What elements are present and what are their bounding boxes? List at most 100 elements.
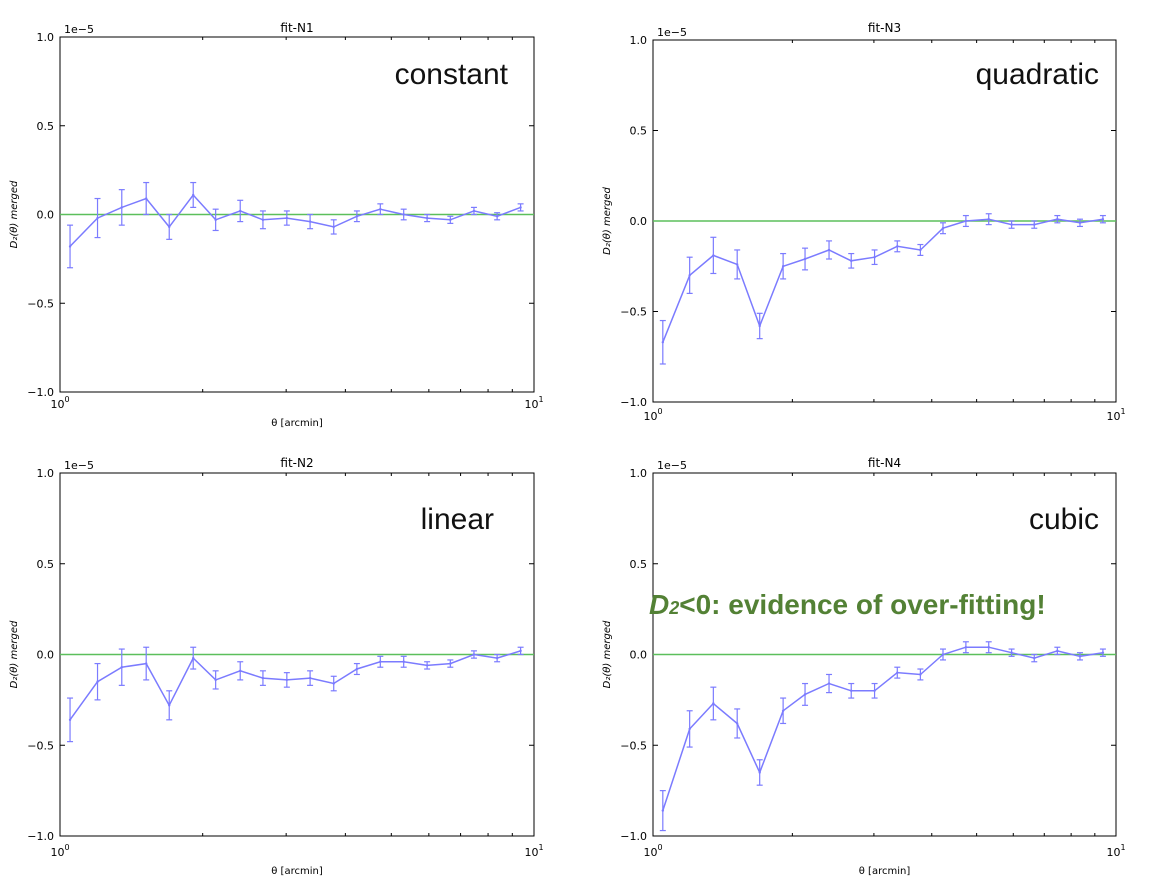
data-point bbox=[758, 324, 761, 328]
data-point bbox=[402, 213, 405, 216]
y-axis-label: D₂(θ) merged bbox=[602, 620, 613, 688]
data-point bbox=[332, 225, 335, 229]
y-tick-label: −0.5 bbox=[27, 297, 54, 310]
model-label: quadratic bbox=[976, 58, 1099, 91]
y-tick-label: 1.0 bbox=[37, 31, 55, 44]
y-tick-label: 0.0 bbox=[37, 649, 55, 662]
data-point bbox=[192, 193, 195, 197]
data-point bbox=[285, 678, 289, 682]
data-point bbox=[941, 653, 945, 656]
y-tick-label: 1.0 bbox=[630, 467, 648, 480]
y-tick-label: 0.0 bbox=[37, 209, 55, 222]
exponent-label: 1e−5 bbox=[64, 23, 94, 36]
data-point bbox=[308, 676, 312, 680]
data-point bbox=[96, 216, 99, 220]
data-point bbox=[1010, 223, 1013, 226]
data-point bbox=[803, 257, 807, 261]
x-tick-label: 101 bbox=[524, 843, 543, 859]
y-axis-label: D₂(θ) merged bbox=[9, 620, 20, 688]
exponent-label: 1e−5 bbox=[657, 26, 687, 39]
data-point bbox=[214, 218, 217, 222]
data-point bbox=[355, 667, 359, 671]
data-point bbox=[987, 646, 990, 649]
x-tick-label: 100 bbox=[643, 407, 662, 423]
series-line bbox=[69, 650, 521, 721]
model-label: cubic bbox=[1029, 503, 1099, 536]
chart-title: fit-N1 bbox=[280, 21, 313, 35]
chart-title: fit-N3 bbox=[868, 21, 901, 35]
data-point bbox=[873, 256, 876, 259]
series-line bbox=[662, 646, 1104, 811]
x-tick-label: 101 bbox=[524, 395, 543, 411]
data-point bbox=[96, 680, 99, 683]
model-label: constant bbox=[395, 58, 509, 91]
data-point bbox=[239, 209, 242, 213]
y-tick-label: 0.5 bbox=[630, 125, 648, 138]
data-point bbox=[355, 215, 359, 218]
data-point bbox=[803, 693, 807, 696]
note-text: <0: evidence of over-fitting! bbox=[679, 589, 1046, 620]
data-point bbox=[1033, 223, 1036, 226]
data-point bbox=[735, 722, 739, 725]
data-point bbox=[192, 656, 195, 660]
y-tick-label: −1.0 bbox=[620, 830, 647, 843]
y-tick-label: 1.0 bbox=[37, 467, 55, 480]
y-tick-label: −0.5 bbox=[620, 306, 647, 319]
data-point bbox=[168, 704, 171, 707]
y-tick-label: −1.0 bbox=[620, 396, 647, 409]
data-point bbox=[712, 702, 715, 705]
data-point bbox=[68, 718, 72, 722]
data-point bbox=[425, 664, 429, 667]
data-point bbox=[379, 660, 382, 663]
overfitting-note: D2<0: evidence of over-fitting! bbox=[649, 585, 1164, 625]
data-point bbox=[987, 217, 990, 221]
y-tick-label: −1.0 bbox=[27, 386, 54, 399]
data-point bbox=[495, 215, 499, 218]
y-tick-label: 0.5 bbox=[37, 558, 55, 571]
data-point bbox=[144, 662, 148, 665]
data-point bbox=[850, 259, 853, 263]
data-point bbox=[1101, 217, 1105, 221]
x-axis-label: θ [arcmin] bbox=[271, 418, 323, 429]
data-point bbox=[1101, 651, 1105, 654]
data-point bbox=[1078, 655, 1082, 658]
data-point bbox=[661, 809, 665, 812]
data-point bbox=[1056, 649, 1059, 653]
data-point bbox=[781, 709, 785, 712]
note-subscript: 2 bbox=[669, 598, 680, 618]
x-axis-label: θ [arcmin] bbox=[859, 866, 911, 877]
data-point bbox=[214, 678, 217, 682]
data-point bbox=[120, 666, 123, 669]
data-point bbox=[472, 209, 476, 213]
data-point bbox=[519, 649, 522, 653]
x-tick-label: 100 bbox=[643, 843, 662, 859]
data-point bbox=[379, 207, 382, 211]
chart-title: fit-N4 bbox=[868, 456, 901, 470]
model-label: linear bbox=[421, 503, 494, 536]
data-point bbox=[1010, 651, 1013, 654]
data-point bbox=[68, 245, 72, 248]
exponent-label: 1e−5 bbox=[657, 459, 687, 472]
data-point bbox=[449, 218, 452, 222]
y-tick-label: 0.5 bbox=[37, 120, 55, 133]
y-tick-label: 0.5 bbox=[630, 558, 648, 571]
y-tick-label: −1.0 bbox=[27, 830, 54, 843]
data-point bbox=[402, 660, 405, 663]
data-point bbox=[449, 662, 452, 665]
data-point bbox=[712, 254, 715, 257]
y-tick-label: −0.5 bbox=[27, 739, 54, 752]
data-point bbox=[425, 216, 429, 220]
data-point bbox=[827, 248, 831, 252]
data-point bbox=[964, 646, 968, 649]
data-point bbox=[120, 206, 123, 209]
x-axis-label: θ [arcmin] bbox=[271, 866, 323, 877]
y-tick-label: 1.0 bbox=[630, 34, 648, 47]
y-tick-label: −0.5 bbox=[620, 739, 647, 752]
x-tick-label: 101 bbox=[1106, 407, 1125, 423]
data-point bbox=[261, 676, 265, 680]
chart-fit-N3: −1.0 −0.5 0.0 0.5 1.0 100 101 1e−5 fit-N3 D₂(θ) m… bbox=[602, 21, 1126, 423]
y-axis-label: D₂(θ) merged bbox=[9, 180, 20, 248]
series-line bbox=[662, 218, 1104, 343]
data-point bbox=[168, 225, 171, 229]
y-tick-label: 0.0 bbox=[630, 215, 648, 228]
